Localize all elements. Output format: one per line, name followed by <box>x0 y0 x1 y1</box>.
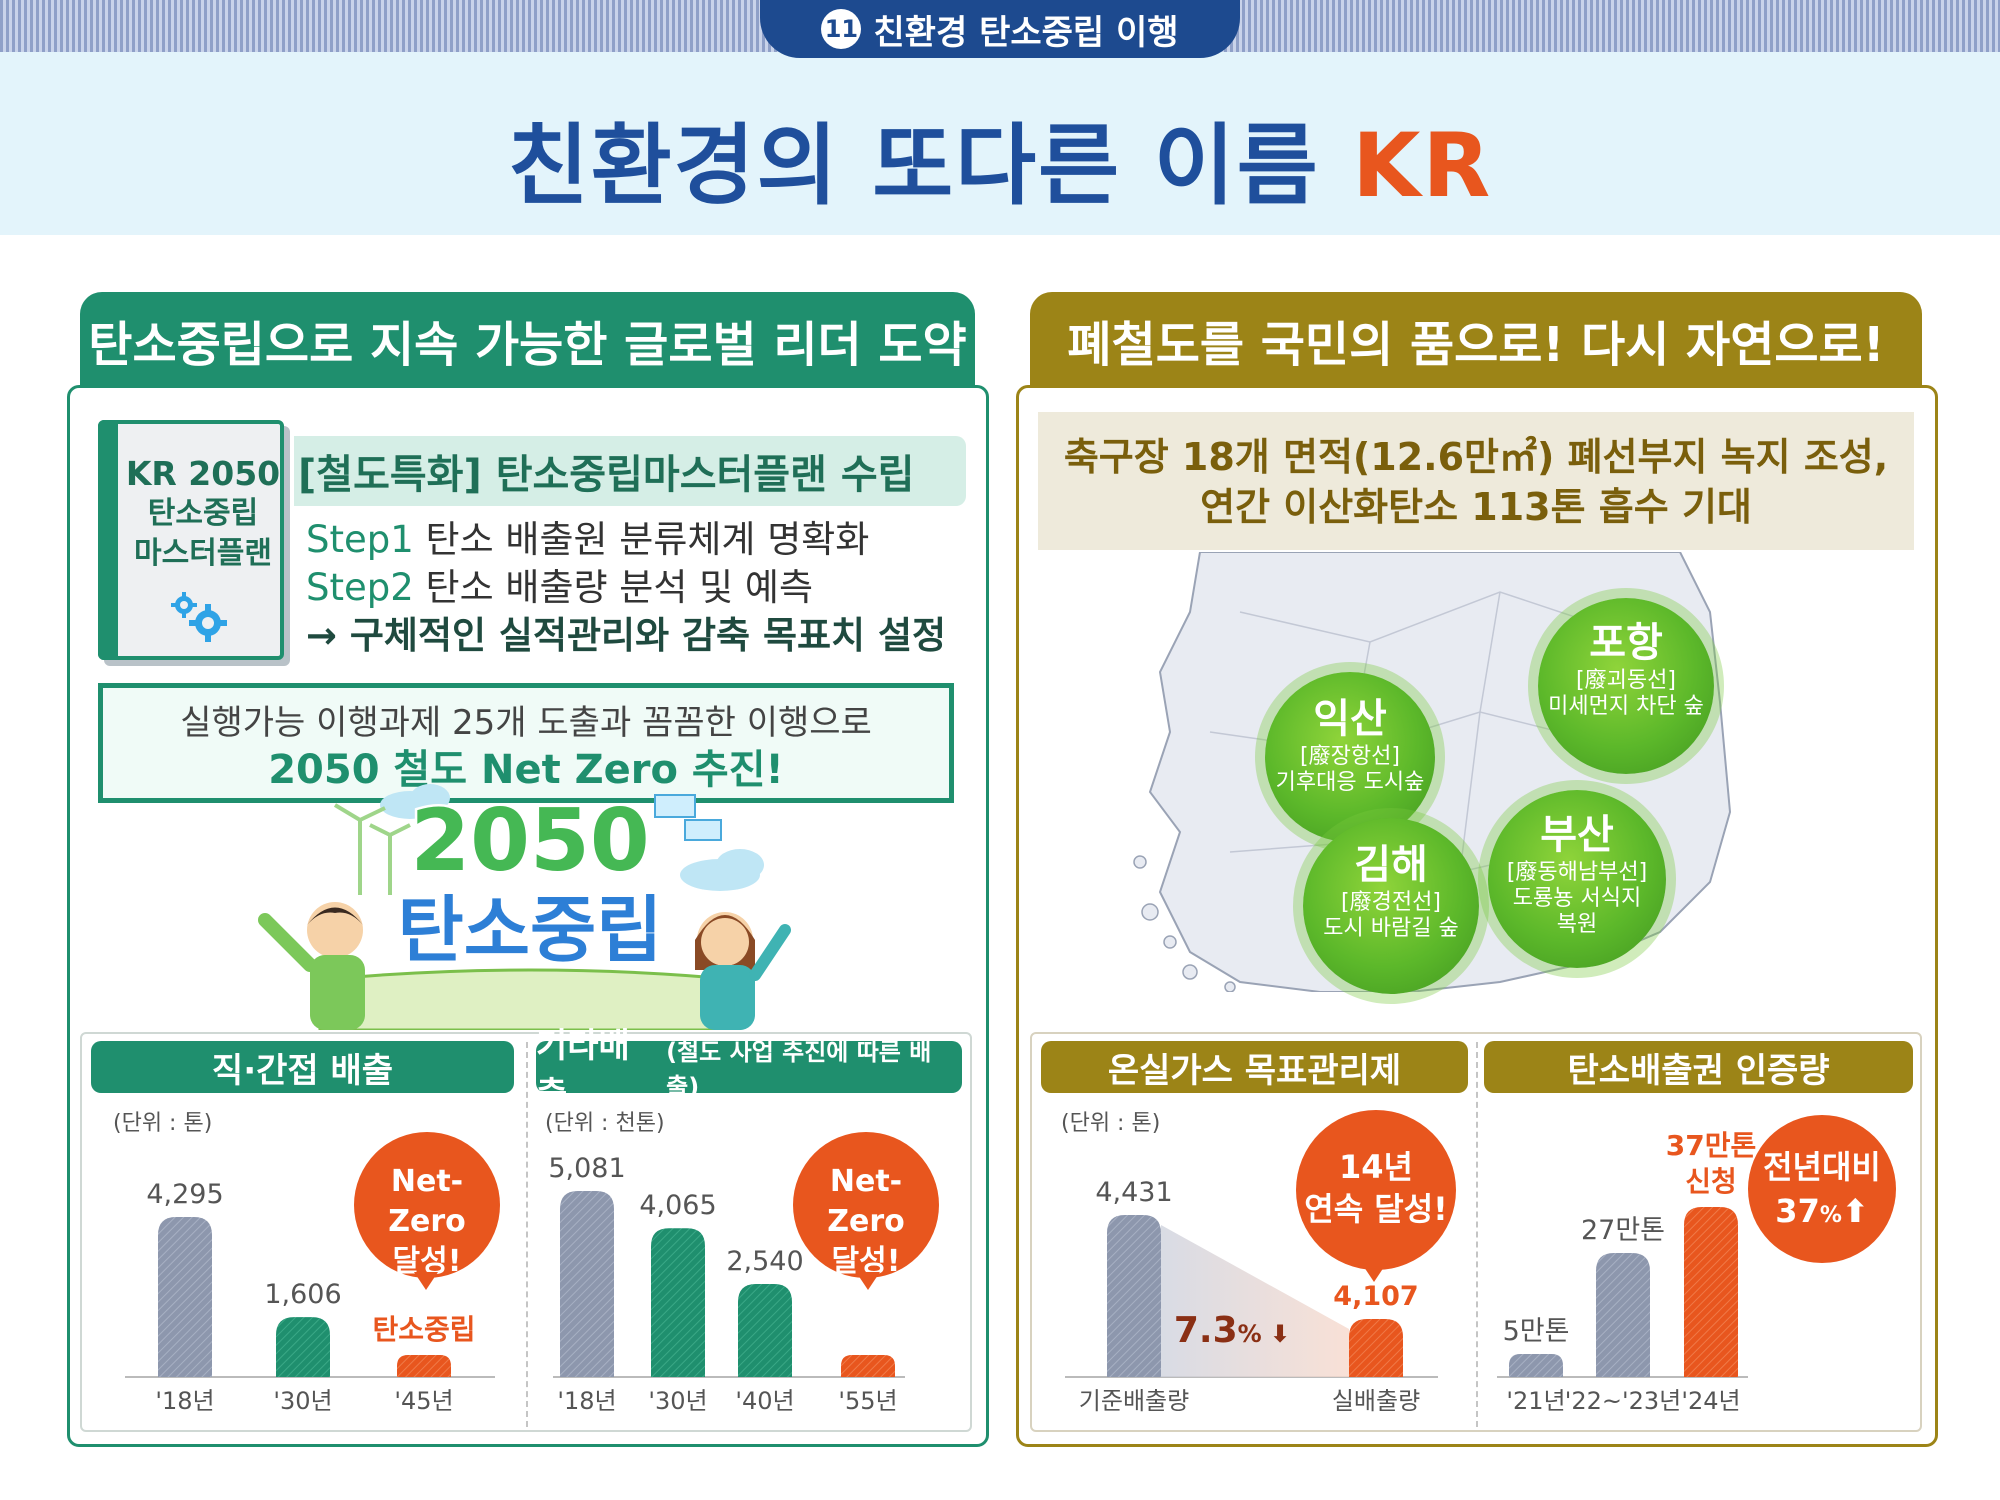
illustration-label: 탄소중립 <box>398 888 663 972</box>
site-city: 포항 <box>1589 620 1663 666</box>
site-city: 김해 <box>1354 842 1428 888</box>
plan-heading: [철도특화] 탄소중립마스터플랜 수립 <box>294 436 966 506</box>
book-text: KR 2050 탄소중립 마스터플랜 <box>124 454 282 574</box>
chart-title-other-emissions: 기타배출 (철도 사업 추진에 따른 배출) <box>536 1026 962 1115</box>
illustration-year: 2050 <box>410 791 649 891</box>
section-title: 친환경 탄소중립 이행 <box>873 12 1179 53</box>
book-spine <box>98 420 118 660</box>
site-desc-2: 복원 <box>1556 912 1598 937</box>
chart-title-ghg-target: 온실가스 목표관리제 <box>1041 1041 1468 1093</box>
section-number: 11 <box>821 9 862 49</box>
bubble-line1: 전년대비 <box>1763 1148 1881 1186</box>
solar-panel-icon <box>654 794 722 841</box>
bubble-line1: Net-Zero <box>827 1164 905 1239</box>
book-line1: KR 2050 <box>125 454 281 493</box>
growth-value: 37 <box>1775 1192 1820 1230</box>
step-2: Step2 탄소 배출량 분석 및 예측 <box>306 564 946 612</box>
netzero-box-line1: 실행가능 이행과제 25개 도출과 꼼꼼한 이행으로 <box>180 703 872 743</box>
chart-title-credits: 탄소배출권 인증량 <box>1484 1041 1913 1093</box>
banner-shape <box>318 968 742 1030</box>
bubble-line1: Net-Zero <box>388 1164 466 1239</box>
left-panel-title: 탄소중립으로 지속 가능한 글로벌 리더 도약 <box>80 292 975 388</box>
site-city: 부산 <box>1540 812 1614 858</box>
masterplan-book: KR 2050 탄소중립 마스터플랜 <box>98 420 284 660</box>
right-chart-divider <box>1476 1042 1478 1427</box>
site-gimhae: 김해 [廢경전선] 도시 바람길 숲 <box>1303 818 1479 994</box>
site-line: [廢경전선] <box>1341 890 1441 915</box>
chart-unit-ghg: (단위 : 톤) <box>1061 1111 1161 1136</box>
plan-steps: Step1 탄소 배출원 분류체계 명확화 Step2 탄소 배출량 분석 및 … <box>306 516 946 660</box>
step-1: Step1 탄소 배출원 분류체계 명확화 <box>306 516 946 564</box>
achievement-bubble: 14년 연속 달성! <box>1296 1110 1456 1270</box>
bubble-tail <box>856 1272 880 1290</box>
step-1-label: Step1 <box>306 518 414 561</box>
page-title-text: 친환경의 또다른 이름 <box>507 114 1353 217</box>
site-desc: 도시 바람길 숲 <box>1323 916 1459 941</box>
site-line: [廢장항선] <box>1300 744 1400 769</box>
bubble-line2: 37%⬆ <box>1775 1192 1869 1230</box>
netzero-bubble-direct: Net-Zero 달성! <box>354 1132 500 1279</box>
page-title: 친환경의 또다른 이름 KR <box>0 95 2000 222</box>
chart-title-ghg-text: 온실가스 목표관리제 <box>1107 1050 1402 1091</box>
gear-icon <box>171 592 227 642</box>
chart-title-other-text: 기타배출 <box>536 1026 630 1115</box>
bubble-tail <box>414 1272 438 1290</box>
step-2-label: Step2 <box>306 566 414 609</box>
bubble-tail <box>1362 1264 1386 1282</box>
site-busan: 부산 [廢동해남부선] 도룡뇽 서식지 복원 <box>1488 790 1666 968</box>
wind-turbine-icon <box>333 803 411 895</box>
right-panel-title: 폐철도를 국민의 품으로! 다시 자연으로! <box>1030 292 1922 388</box>
section-tab: 11 친환경 탄소중립 이행 <box>760 0 1240 58</box>
growth-bubble: 전년대비 37%⬆ <box>1748 1115 1896 1263</box>
chart-title-other-note: (철도 사업 추진에 따른 배출) <box>666 1038 932 1101</box>
carbon-neutral-illustration: 2050 탄소중립 <box>258 784 791 1030</box>
chart-unit-direct: (단위 : 톤) <box>113 1111 213 1136</box>
step-1-text: 탄소 배출원 분류체계 명확화 <box>413 518 870 561</box>
site-pohang: 포항 [廢괴동선] 미세먼지 차단 숲 <box>1538 598 1714 774</box>
step-2-text: 탄소 배출량 분석 및 예측 <box>413 566 814 609</box>
child-right-icon <box>695 912 791 1030</box>
headline-line1: 축구장 18개 면적(12.6만㎡) 폐선부지 녹지 조성, <box>1063 435 1889 479</box>
site-desc: 도룡뇽 서식지 <box>1512 886 1642 911</box>
site-line: [廢동해남부선] <box>1506 860 1648 885</box>
netzero-box: 실행가능 이행과제 25개 도출과 꼼꼼한 이행으로 2050 철도 Net Z… <box>98 683 954 803</box>
netzero-bubble-other: Net-Zero 달성! <box>793 1132 939 1279</box>
chart-title-direct-text: 직·간접 배출 <box>211 1050 394 1091</box>
cloud-icon <box>380 784 764 891</box>
site-city: 익산 <box>1313 696 1387 742</box>
site-line: [廢괴동선] <box>1576 668 1676 693</box>
chart-title-credits-text: 탄소배출권 인증량 <box>1567 1050 1830 1091</box>
left-chart-divider <box>526 1042 528 1427</box>
site-desc: 기후대응 도시숲 <box>1275 770 1425 795</box>
plan-goal: → 구체적인 실적관리와 감축 목표치 설정 <box>306 614 947 657</box>
site-desc: 미세먼지 차단 숲 <box>1548 694 1704 719</box>
growth-unit: % <box>1819 1203 1842 1228</box>
site-iksan: 익산 [廢장항선] 기후대응 도시숲 <box>1265 672 1435 842</box>
chart-unit-other: (단위 : 천톤) <box>545 1111 665 1136</box>
page-title-accent: KR <box>1352 114 1493 217</box>
green-space-headline: 축구장 18개 면적(12.6만㎡) 폐선부지 녹지 조성, 연간 이산화탄소 … <box>1038 412 1914 550</box>
chart-title-direct-emissions: 직·간접 배출 <box>91 1041 514 1093</box>
headline-line2: 연간 이산화탄소 113톤 흡수 기대 <box>1200 485 1752 529</box>
bubble-line2: 연속 달성! <box>1304 1190 1448 1228</box>
bubble-line1: 14년 <box>1339 1148 1413 1186</box>
child-left-icon <box>258 902 365 1030</box>
book-line3: 마스터플랜 <box>134 536 272 571</box>
netzero-box-line2: 2050 철도 Net Zero 추진! <box>268 747 784 793</box>
book-line2: 탄소중립 <box>147 496 259 531</box>
